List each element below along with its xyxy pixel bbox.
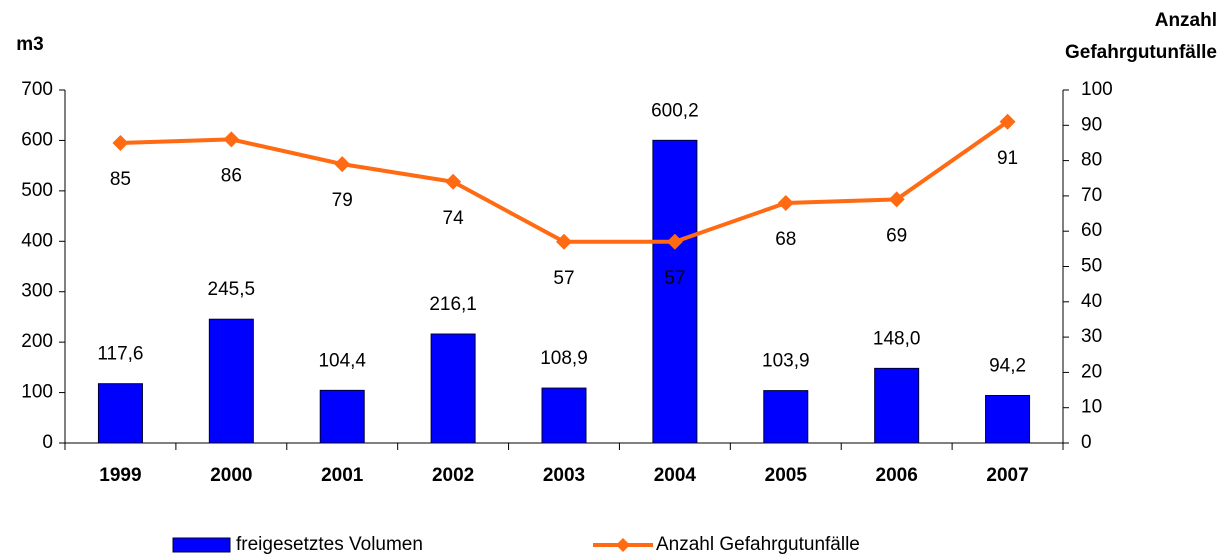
- y-tick-label: 0: [42, 432, 53, 453]
- y-tick-label: 100: [21, 382, 53, 403]
- bar: [985, 394, 1031, 444]
- x-tick-label: 2000: [210, 465, 252, 486]
- bar-value-label: 108,9: [540, 348, 588, 369]
- line-value-label: 79: [332, 190, 353, 211]
- line-marker: [777, 194, 794, 211]
- bar: [208, 318, 254, 444]
- line-value-label: 86: [221, 165, 242, 186]
- y2-tick-label: 100: [1081, 79, 1113, 100]
- line-marker: [334, 156, 351, 173]
- bar-value-label: 104,4: [318, 350, 366, 371]
- x-tick-label: 2003: [543, 465, 585, 486]
- legend-marker: [616, 538, 630, 552]
- y2-tick-label: 0: [1081, 432, 1092, 453]
- y-tick-label: 500: [21, 180, 53, 201]
- bar-value-label: 216,1: [429, 294, 477, 315]
- line-marker: [999, 113, 1016, 130]
- line-value-label: 91: [997, 148, 1018, 169]
- bar: [430, 333, 476, 444]
- y2-tick-label: 10: [1081, 397, 1102, 418]
- x-tick-label: 2004: [654, 465, 697, 486]
- y-tick-label: 200: [21, 331, 53, 352]
- line-marker: [666, 233, 683, 250]
- line-value-label: 68: [775, 229, 796, 250]
- bar: [97, 383, 143, 444]
- line-value-label: 85: [110, 169, 131, 190]
- y-tick-label: 600: [21, 129, 53, 150]
- y-tick-label: 400: [21, 230, 53, 251]
- y2-tick-label: 50: [1081, 256, 1102, 277]
- legend-label: Anzahl Gefahrgutunfälle: [656, 534, 860, 555]
- bar-value-label: 245,5: [208, 279, 256, 300]
- y2-tick-label: 90: [1081, 114, 1102, 135]
- line-marker: [556, 233, 572, 250]
- line-value-label: 69: [886, 225, 907, 246]
- bar: [319, 389, 365, 444]
- line-value-label: 57: [664, 268, 685, 289]
- x-tick-label: 2005: [765, 465, 808, 486]
- legend-label: freigesetztes Volumen: [236, 534, 423, 555]
- x-tick-label: 2006: [876, 465, 918, 486]
- line: [120, 120, 1009, 244]
- bar: [763, 390, 809, 444]
- bar: [541, 387, 587, 444]
- y2-tick-label: 80: [1081, 150, 1102, 171]
- y-axis-title: m3: [16, 34, 43, 55]
- line-value-label: 74: [443, 208, 465, 229]
- legend-swatch: [172, 537, 231, 553]
- bar: [652, 139, 698, 444]
- bar-value-label: 148,0: [873, 328, 921, 349]
- x-tick-label: 1999: [99, 465, 141, 486]
- y2-tick-label: 60: [1081, 220, 1102, 241]
- bar-value-label: 94,2: [989, 356, 1026, 377]
- line-marker: [445, 173, 462, 190]
- y2-tick-label: 20: [1081, 361, 1102, 382]
- y2-tick-label: 30: [1081, 326, 1102, 347]
- line-value-label: 57: [553, 268, 574, 289]
- y-tick-label: 300: [21, 281, 53, 302]
- y2-tick-label: 40: [1081, 291, 1102, 312]
- bar-value-label: 117,6: [97, 344, 143, 365]
- bar: [874, 367, 920, 444]
- y-tick-label: 700: [21, 79, 53, 100]
- x-tick-label: 2001: [321, 465, 364, 486]
- x-tick-label: 2007: [986, 465, 1028, 486]
- y2-tick-label: 70: [1081, 185, 1102, 206]
- bar-value-label: 600,2: [651, 100, 699, 121]
- line-marker: [112, 134, 129, 151]
- bar-value-label: 103,9: [762, 351, 810, 372]
- line-marker: [888, 191, 905, 208]
- x-tick-label: 2002: [432, 465, 474, 486]
- line-marker: [223, 131, 240, 148]
- y2-axis-title: Anzahl Gefahrgutunfälle: [1064, 10, 1217, 63]
